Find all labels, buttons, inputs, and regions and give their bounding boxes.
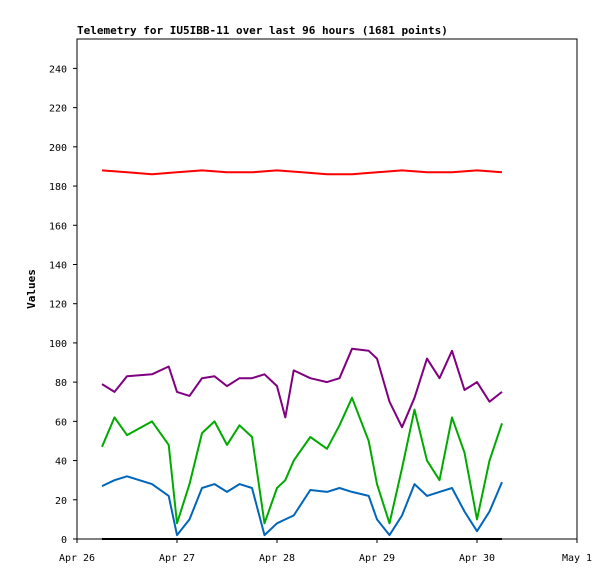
chart-title: Telemetry for IU5IBB-11 over last 96 hou… [77, 24, 448, 37]
y-tick-label: 120 [49, 300, 67, 311]
x-tick-label: Apr 30 [459, 553, 495, 564]
x-axis: Apr 26 Apr 27 Apr 28 Apr 29 Apr 30 May 1 [59, 539, 592, 564]
y-tick-label: 40 [55, 457, 67, 468]
x-tick-label: May 1 [562, 553, 592, 564]
y-tick-label: 0 [61, 535, 67, 546]
y-tick-label: 20 [55, 496, 67, 507]
x-tick-label: Apr 27 [159, 553, 195, 564]
plot-frame [76, 38, 578, 540]
y-tick-label: 60 [55, 417, 67, 428]
y-tick-label: 140 [49, 260, 67, 271]
x-tick-label: Apr 28 [259, 553, 295, 564]
y-tick-label: 180 [49, 182, 67, 193]
series-line-1 [101, 347, 503, 429]
y-tick-label: 100 [49, 339, 67, 350]
x-tick-label: Apr 29 [359, 553, 395, 564]
y-axis: 0 20 40 60 80 100 120 140 160 180 200 220 240 [49, 64, 77, 546]
y-tick-label: 160 [49, 221, 67, 232]
series-layer [101, 169, 503, 540]
y-tick-label: 220 [49, 104, 67, 115]
y-tick-label: 80 [55, 378, 67, 389]
series-line-0 [101, 169, 503, 176]
y-tick-label: 240 [49, 64, 67, 75]
y-axis-label: Values [25, 269, 38, 309]
series-line-2 [101, 396, 503, 525]
x-tick-label: Apr 26 [59, 553, 95, 564]
series-line-3 [101, 475, 503, 537]
y-tick-label: 200 [49, 143, 67, 154]
